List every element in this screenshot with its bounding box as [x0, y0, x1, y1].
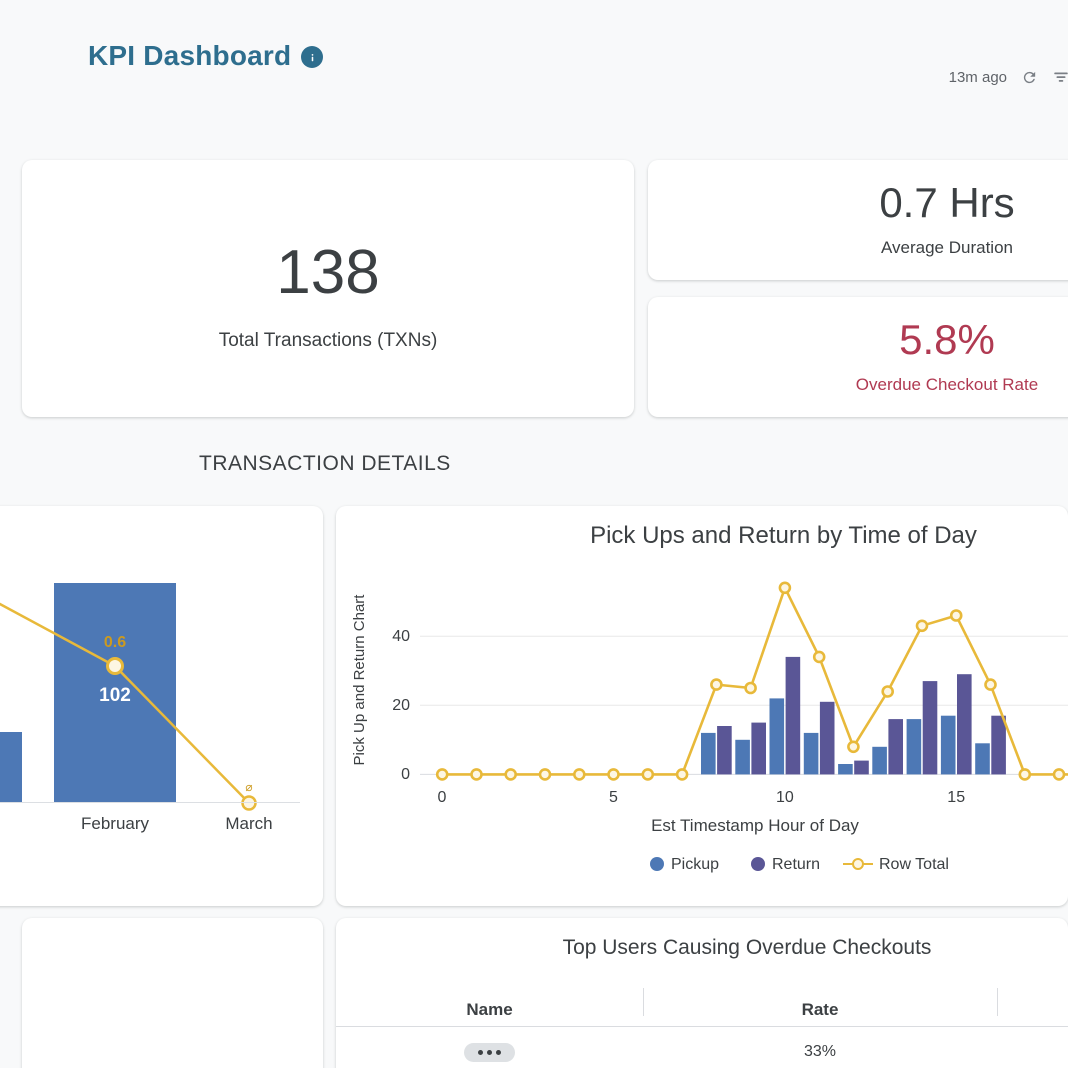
- svg-text:0: 0: [438, 789, 447, 806]
- svg-text:⌀: ⌀: [245, 780, 252, 794]
- svg-text:40: 40: [392, 628, 410, 645]
- svg-text:Est Timestamp Hour of Day: Est Timestamp Hour of Day: [651, 816, 859, 835]
- svg-text:Pickup: Pickup: [671, 856, 719, 873]
- svg-text:10: 10: [776, 789, 794, 806]
- svg-text:March: March: [225, 814, 272, 833]
- svg-text:February: February: [81, 814, 150, 833]
- svg-text:Pick Up and Return Chart: Pick Up and Return Chart: [351, 594, 368, 766]
- svg-text:15: 15: [947, 789, 965, 806]
- svg-text:0.6: 0.6: [104, 634, 126, 651]
- svg-text:20: 20: [392, 697, 410, 714]
- svg-text:Row Total: Row Total: [879, 856, 949, 873]
- svg-text:102: 102: [99, 685, 131, 706]
- svg-text:Return: Return: [772, 856, 820, 873]
- svg-text:0: 0: [401, 766, 410, 783]
- svg-text:5: 5: [609, 789, 618, 806]
